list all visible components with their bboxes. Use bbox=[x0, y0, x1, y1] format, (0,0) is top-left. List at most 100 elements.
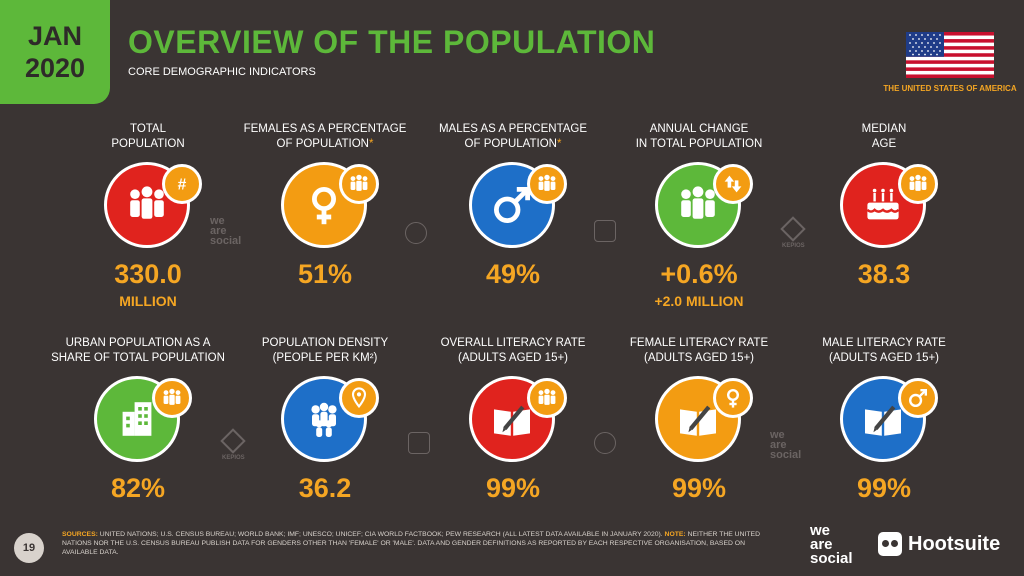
stat-label-line1: FEMALES AS A PERCENTAGE bbox=[243, 123, 407, 135]
stat-label-line2: (ADULTS AGED 15+) bbox=[828, 352, 940, 364]
badge-male-icon bbox=[898, 378, 938, 418]
people-icon bbox=[655, 162, 741, 248]
stat-icon-group bbox=[438, 376, 588, 471]
badge-up-down-arrows-icon bbox=[713, 164, 753, 204]
stat-label-line1: MALES AS A PERCENTAGE bbox=[438, 123, 588, 135]
stat-value: +0.6% bbox=[660, 259, 738, 289]
stat-sub-value: +2.0 MILLION bbox=[654, 293, 744, 309]
stat-urban-population: URBAN POPULATION AS A SHARE OF TOTAL POP… bbox=[43, 336, 233, 507]
lightbulb-watermark-icon-2 bbox=[594, 432, 616, 454]
stat-value: 330.0 bbox=[114, 259, 182, 289]
stat-value: 82% bbox=[110, 473, 166, 503]
stat-label-line1: OVERALL LITERACY RATE bbox=[440, 337, 586, 349]
stat-label-line1: URBAN POPULATION AS A bbox=[65, 337, 211, 349]
stat-label-line2: SHARE OF TOTAL POPULATION bbox=[51, 352, 225, 364]
stat-male-literacy: MALE LITERACY RATE (ADULTS AGED 15+) 99% bbox=[789, 336, 979, 507]
kepios-watermark: KEPIOS bbox=[780, 216, 807, 251]
stat-female-literacy: FEMALE LITERACY RATE (ADULTS AGED 15+) 9… bbox=[604, 336, 794, 507]
stat-label: MALES AS A PERCENTAGE OF POPULATION* bbox=[418, 122, 608, 152]
stat-icon-group: # bbox=[73, 162, 223, 257]
date-month: JAN bbox=[27, 21, 82, 51]
stat-icon-group bbox=[250, 162, 400, 257]
badge-people-icon bbox=[898, 164, 938, 204]
stat-value: 51% bbox=[297, 259, 353, 289]
lightbulb-watermark-icon bbox=[405, 222, 427, 244]
stat-icon-group bbox=[63, 376, 213, 471]
stat-label-line2: OF POPULATION* bbox=[276, 138, 374, 150]
stat-value: 38.3 bbox=[857, 259, 911, 289]
date-badge: JAN 2020 bbox=[0, 0, 110, 104]
stat-label: FEMALE LITERACY RATE (ADULTS AGED 15+) bbox=[604, 336, 794, 366]
stat-annual-change: ANNUAL CHANGE IN TOTAL POPULATION +0.6% … bbox=[604, 122, 794, 309]
owl-watermark-icon bbox=[594, 220, 616, 242]
we-are-social-logo: we are social bbox=[810, 522, 853, 567]
stat-label-line1: TOTAL bbox=[130, 123, 166, 135]
badge-location-pin-icon bbox=[339, 378, 379, 418]
stat-males-percentage: MALES AS A PERCENTAGE OF POPULATION* 49% bbox=[418, 122, 608, 293]
us-flag-icon bbox=[906, 32, 994, 78]
badge-people-icon bbox=[527, 378, 567, 418]
sources-text: UNITED NATIONS; U.S. CENSUS BUREAU; WORL… bbox=[97, 531, 665, 538]
stat-median-age: MEDIAN AGE 38.3 bbox=[789, 122, 979, 293]
stat-label-line2: (PEOPLE PER KM²) bbox=[272, 352, 378, 364]
stat-overall-literacy: OVERALL LITERACY RATE (ADULTS AGED 15+) … bbox=[418, 336, 608, 507]
building-icon bbox=[94, 376, 180, 462]
book-pencil-icon bbox=[655, 376, 741, 462]
stat-icon-group bbox=[809, 376, 959, 471]
stat-label-line2: IN TOTAL POPULATION bbox=[635, 138, 763, 150]
stat-label: TOTAL POPULATION bbox=[53, 122, 243, 152]
stat-value: 36.2 bbox=[298, 473, 352, 503]
stat-label: URBAN POPULATION AS A SHARE OF TOTAL POP… bbox=[43, 336, 233, 366]
hootsuite-logo: Hootsuite bbox=[878, 532, 1000, 556]
stat-label: OVERALL LITERACY RATE (ADULTS AGED 15+) bbox=[418, 336, 608, 366]
stat-value: 99% bbox=[485, 473, 541, 503]
sources-label: SOURCES: bbox=[62, 531, 98, 538]
note-label: NOTE: bbox=[664, 531, 686, 538]
stat-sub-value: MILLION bbox=[119, 293, 177, 309]
stat-value: 99% bbox=[856, 473, 912, 503]
stat-females-percentage: FEMALES AS A PERCENTAGE OF POPULATION* 5… bbox=[230, 122, 420, 293]
stat-value: 99% bbox=[671, 473, 727, 503]
stat-label-line2: (ADULTS AGED 15+) bbox=[643, 352, 755, 364]
owl-watermark-icon-2 bbox=[408, 432, 430, 454]
stat-label: FEMALES AS A PERCENTAGE OF POPULATION* bbox=[230, 122, 420, 152]
stat-population-density: POPULATION DENSITY (PEOPLE PER KM²) 36.2 bbox=[230, 336, 420, 507]
stat-label-line1: ANNUAL CHANGE bbox=[649, 123, 749, 135]
page-number: 19 bbox=[14, 533, 44, 563]
stat-total-population: TOTAL POPULATION # 330.0 MILLION bbox=[53, 122, 243, 309]
stat-label-line2: AGE bbox=[871, 138, 897, 150]
sources-note: SOURCES: UNITED NATIONS; U.S. CENSUS BUR… bbox=[62, 530, 782, 557]
stat-label-line1: MALE LITERACY RATE bbox=[822, 337, 946, 349]
hootsuite-text: Hootsuite bbox=[908, 532, 1001, 555]
page-subtitle: CORE DEMOGRAPHIC INDICATORS bbox=[128, 66, 316, 78]
badge-people-icon bbox=[339, 164, 379, 204]
stat-icon-group bbox=[438, 162, 588, 257]
stat-label-line1: MEDIAN bbox=[861, 123, 907, 135]
kepios-watermark-2: KEPIOS bbox=[220, 428, 247, 463]
stat-label-line1: FEMALE LITERACY RATE bbox=[629, 337, 769, 349]
badge-female-icon bbox=[713, 378, 753, 418]
hootsuite-owl-icon bbox=[878, 532, 902, 556]
stat-label: MEDIAN AGE bbox=[789, 122, 979, 152]
stat-label: MALE LITERACY RATE (ADULTS AGED 15+) bbox=[789, 336, 979, 366]
stat-label-line2: (ADULTS AGED 15+) bbox=[457, 352, 569, 364]
stat-label-line1: POPULATION DENSITY bbox=[261, 337, 389, 349]
badge-people-icon bbox=[527, 164, 567, 204]
page-title: OVERVIEW OF THE POPULATION bbox=[128, 24, 656, 60]
svg-text:#: # bbox=[178, 176, 187, 193]
stat-icon-group bbox=[809, 162, 959, 257]
stat-icon-group bbox=[624, 376, 774, 471]
stat-value: 49% bbox=[485, 259, 541, 289]
wearesocial-watermark-2: we are social bbox=[770, 429, 802, 461]
stat-label-line2: POPULATION bbox=[111, 138, 185, 150]
badge-people-icon bbox=[152, 378, 192, 418]
stat-label: POPULATION DENSITY (PEOPLE PER KM²) bbox=[230, 336, 420, 366]
note-text: NEITHER THE UNITED NATIONS NOR THE U.S. … bbox=[62, 531, 760, 556]
country-name: THE UNITED STATES OF AMERICA bbox=[883, 84, 1017, 93]
stat-label: ANNUAL CHANGE IN TOTAL POPULATION bbox=[604, 122, 794, 152]
date-year: 2020 bbox=[24, 53, 86, 83]
wearesocial-watermark: we are social bbox=[210, 215, 242, 247]
stat-label-line2: OF POPULATION* bbox=[464, 138, 562, 150]
stat-icon-group bbox=[624, 162, 774, 257]
stat-icon-group bbox=[250, 376, 400, 471]
